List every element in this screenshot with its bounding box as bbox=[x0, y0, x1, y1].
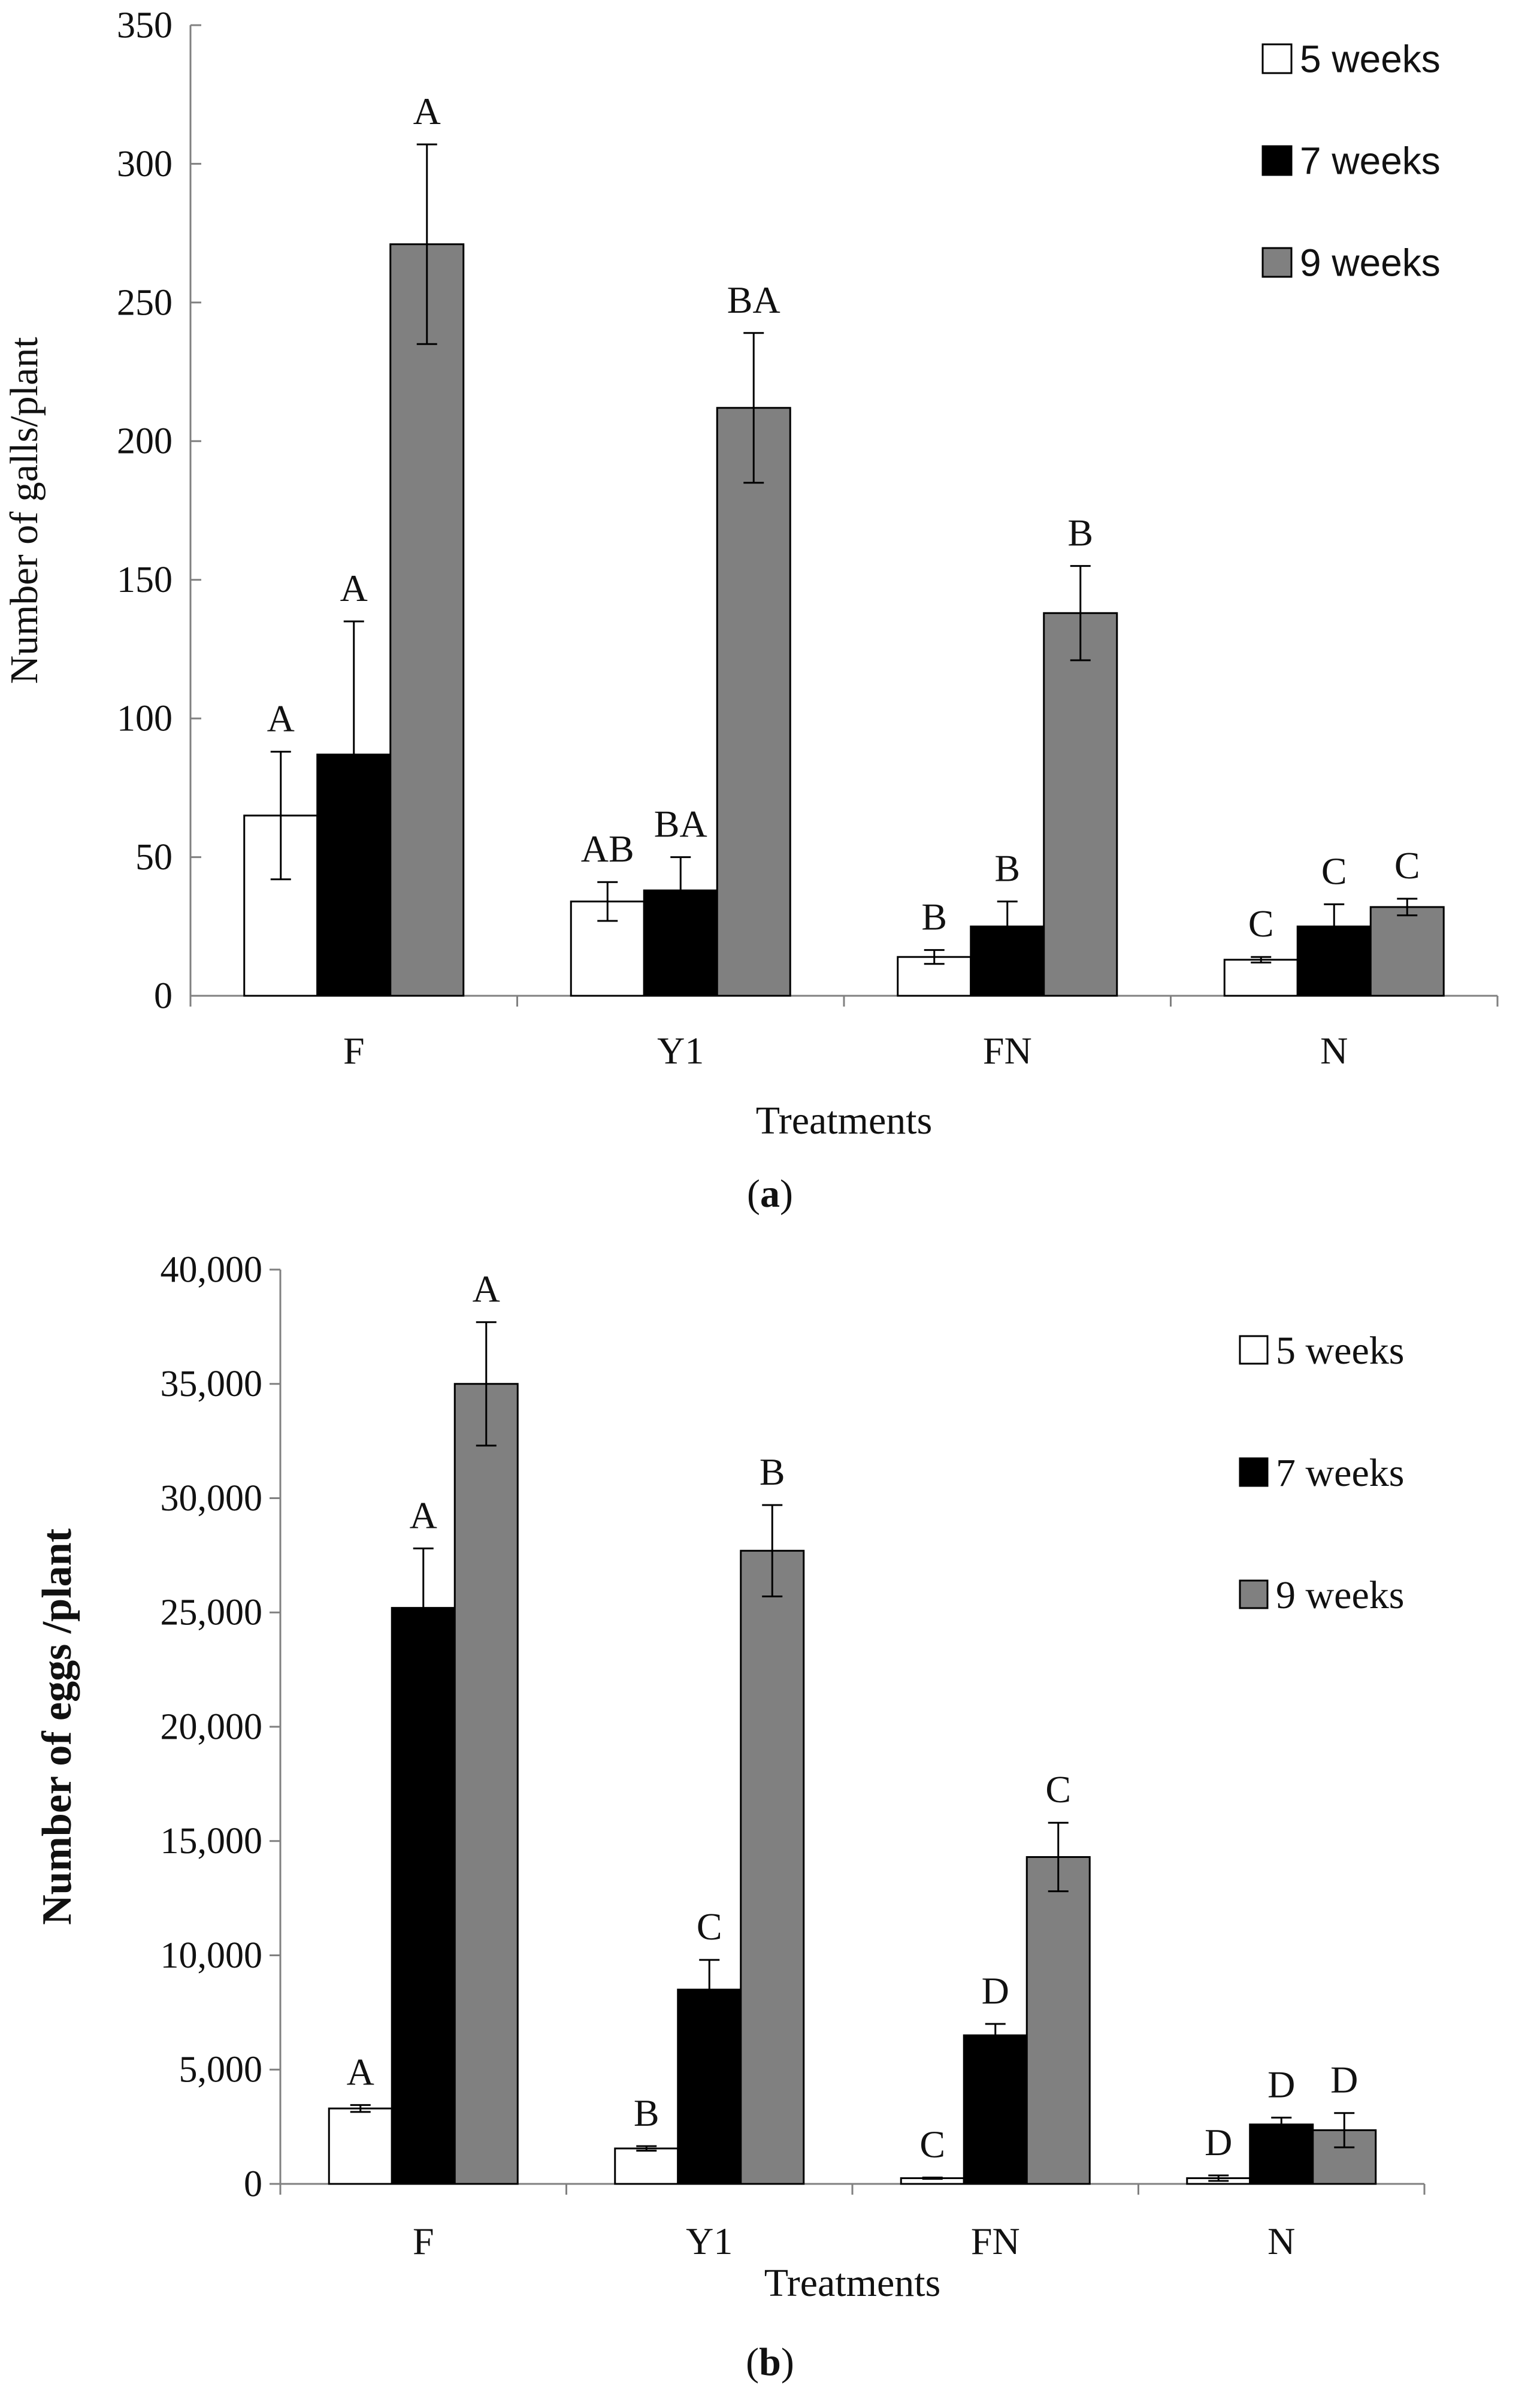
significance-letter: D bbox=[1330, 2059, 1358, 2101]
y-tick-label: 100 bbox=[117, 699, 173, 739]
legend-swatch-5-weeks bbox=[1261, 43, 1293, 74]
significance-letter: BA bbox=[654, 803, 707, 845]
significance-letter: B bbox=[760, 1451, 785, 1493]
legend-swatch-9-weeks bbox=[1261, 247, 1293, 278]
significance-letter: B bbox=[1067, 512, 1093, 554]
legend-label: 7 weeks bbox=[1276, 1451, 1404, 1495]
legend-swatch-5-weeks bbox=[1239, 1335, 1269, 1365]
significance-letter: D bbox=[1205, 2121, 1232, 2164]
y-tick-label: 35,000 bbox=[161, 1364, 263, 1404]
panel-a-chart: 0 50 100 150 200 250 300 350 A A A F AB BA BA Y1 B B B FN C C… bbox=[2, 5, 1499, 1143]
x-category-label: N bbox=[1320, 1029, 1348, 1072]
legend-label: 9 weeks bbox=[1300, 241, 1441, 284]
y-tick-label: 300 bbox=[117, 144, 173, 185]
legend-label: 5 weeks bbox=[1276, 1329, 1404, 1373]
x-category-label: Y1 bbox=[686, 2220, 733, 2262]
y-tick-label: 15,000 bbox=[161, 1821, 263, 1862]
y-tick-label: 150 bbox=[117, 560, 173, 600]
y-tick-label: 25,000 bbox=[161, 1593, 263, 1633]
significance-letter: A bbox=[413, 90, 441, 132]
significance-letter: C bbox=[919, 2123, 945, 2165]
bar-5-weeks-N bbox=[1223, 959, 1299, 997]
legend-swatch-9-weeks bbox=[1239, 1579, 1269, 1609]
x-category-label: FN bbox=[983, 1029, 1032, 1072]
significance-letter: D bbox=[982, 1969, 1009, 2012]
significance-letter: B bbox=[921, 896, 947, 938]
significance-letter: C bbox=[1394, 844, 1420, 887]
y-tick-label: 40,000 bbox=[161, 1249, 263, 1290]
significance-letter: BA bbox=[727, 279, 780, 321]
x-axis-title: Treatments bbox=[756, 1099, 933, 1143]
significance-letter: A bbox=[347, 2050, 374, 2093]
significance-letter: C bbox=[697, 1905, 722, 1948]
bar-9-weeks-F bbox=[389, 243, 465, 997]
y-tick-label: 200 bbox=[117, 421, 173, 462]
legend-swatch-7-weeks bbox=[1261, 145, 1293, 176]
x-category-label: FN bbox=[971, 2220, 1020, 2262]
significance-letter: A bbox=[267, 697, 295, 740]
bar-9-weeks-Y1 bbox=[716, 407, 791, 997]
y-tick-label: 0 bbox=[154, 975, 173, 1016]
significance-letter: A bbox=[340, 567, 368, 609]
bar-7-weeks-F bbox=[391, 1607, 456, 2185]
x-category-label: F bbox=[413, 2220, 434, 2262]
legend-swatch-7-weeks bbox=[1239, 1457, 1269, 1487]
x-category-label: N bbox=[1267, 2220, 1295, 2262]
bar-7-weeks-Y1 bbox=[677, 1989, 742, 2185]
y-tick-label: 30,000 bbox=[161, 1478, 263, 1519]
bar-9-weeks-Y1 bbox=[740, 1549, 805, 2185]
y-tick-label: 250 bbox=[117, 282, 173, 323]
bar-9-weeks-FN bbox=[1043, 612, 1118, 997]
significance-letter: AB bbox=[581, 827, 634, 870]
significance-letter: C bbox=[1248, 902, 1274, 945]
y-axis-title: Number of galls/plant bbox=[2, 337, 46, 684]
y-tick-label: 350 bbox=[117, 5, 173, 46]
y-tick-label: 10,000 bbox=[161, 1935, 263, 1976]
bar-7-weeks-N bbox=[1249, 2123, 1314, 2185]
bar-9-weeks-FN bbox=[1025, 1856, 1091, 2185]
significance-letter: A bbox=[473, 1268, 500, 1310]
x-axis-title: Treatments bbox=[764, 2261, 941, 2305]
y-tick-label: 5,000 bbox=[179, 2050, 263, 2090]
significance-letter: D bbox=[1267, 2063, 1295, 2105]
bar-5-weeks-Y1 bbox=[614, 2147, 679, 2185]
significance-letter: C bbox=[1321, 850, 1347, 892]
bar-5-weeks-F bbox=[328, 2107, 393, 2185]
x-category-label: F bbox=[343, 1029, 365, 1072]
significance-letter: C bbox=[1045, 1768, 1071, 1811]
bar-9-weeks-N bbox=[1369, 906, 1445, 997]
x-category-label: Y1 bbox=[657, 1029, 704, 1072]
bar-9-weeks-N bbox=[1312, 2129, 1377, 2185]
significance-letter: B bbox=[994, 847, 1020, 890]
y-axis-title: Number of eggs /plant bbox=[34, 1528, 80, 1925]
bar-7-weeks-FN bbox=[963, 2034, 1028, 2185]
significance-letter: A bbox=[410, 1494, 437, 1536]
significance-letter: B bbox=[634, 2092, 659, 2134]
panel-a-caption: (a) bbox=[747, 1172, 793, 1216]
y-tick-label: 20,000 bbox=[161, 1706, 263, 1747]
legend-label: 5 weeks bbox=[1300, 37, 1441, 80]
y-tick-label: 50 bbox=[135, 837, 173, 878]
panel-b-chart: 0 5,000 10,000 15,000 20,000 25,000 30,000 35,0… bbox=[34, 1249, 1426, 2305]
legend-label: 9 weeks bbox=[1276, 1573, 1404, 1617]
bar-9-weeks-F bbox=[453, 1383, 519, 2185]
panel-b-caption: (b) bbox=[746, 2340, 794, 2384]
legend-label: 7 weeks bbox=[1300, 139, 1441, 182]
y-tick-label: 0 bbox=[244, 2164, 262, 2204]
